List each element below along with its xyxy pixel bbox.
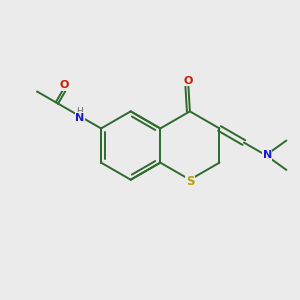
Text: O: O <box>60 80 69 90</box>
Text: S: S <box>186 175 194 188</box>
Text: N: N <box>75 113 85 123</box>
Text: H: H <box>76 107 83 116</box>
Text: N: N <box>263 150 272 160</box>
Text: O: O <box>184 76 193 86</box>
